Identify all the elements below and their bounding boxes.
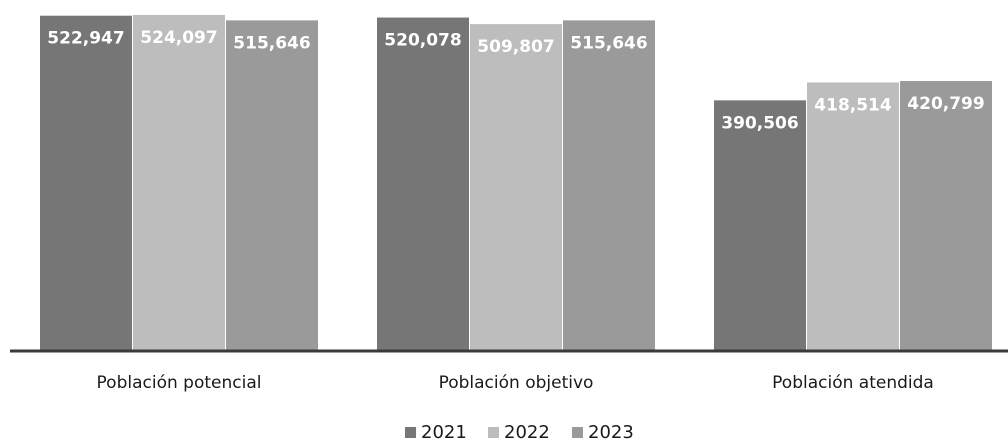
data-label-2021-0: 522,947 bbox=[47, 29, 124, 49]
category-labels-layer: Población potencial Población objetivo Pob… bbox=[97, 373, 934, 393]
data-label-2021-2: 390,506 bbox=[721, 113, 798, 133]
bar-2022-2 bbox=[807, 82, 899, 350]
bar-2022-1 bbox=[470, 24, 562, 351]
category-label-0: Población potencial bbox=[97, 373, 262, 393]
bar-2021-0 bbox=[40, 15, 132, 351]
data-label-2022-1: 509,807 bbox=[477, 37, 554, 57]
bar-2023-1 bbox=[563, 20, 655, 350]
legend-label-2022: 2022 bbox=[504, 422, 550, 443]
legend-swatch-2023 bbox=[572, 427, 583, 438]
legend-label-2021: 2021 bbox=[421, 422, 467, 443]
legend-swatch-2022 bbox=[488, 427, 499, 438]
data-label-2023-1: 515,646 bbox=[570, 33, 647, 53]
data-label-2023-0: 515,646 bbox=[233, 33, 310, 53]
bar-2021-2 bbox=[714, 100, 806, 350]
bars-layer bbox=[40, 14, 992, 351]
data-label-2023-2: 420,799 bbox=[907, 94, 984, 114]
data-label-2021-1: 520,078 bbox=[384, 31, 461, 51]
bar-2021-1 bbox=[377, 17, 469, 351]
data-label-2022-0: 524,097 bbox=[140, 28, 217, 48]
bar-2023-0 bbox=[226, 20, 318, 350]
legend: 2021 2022 2023 bbox=[405, 422, 634, 443]
data-label-2022-2: 418,514 bbox=[814, 95, 892, 115]
bar-2023-2 bbox=[900, 81, 992, 350]
category-label-1: Población objetivo bbox=[439, 373, 594, 393]
category-label-2: Población atendida bbox=[772, 373, 934, 393]
bar-2022-0 bbox=[133, 14, 225, 351]
legend-label-2023: 2023 bbox=[588, 422, 634, 443]
value-labels-layer: 522,947 524,097 515,646 520,078 509,807 515,6… bbox=[47, 28, 984, 133]
legend-swatch-2021 bbox=[405, 427, 416, 438]
